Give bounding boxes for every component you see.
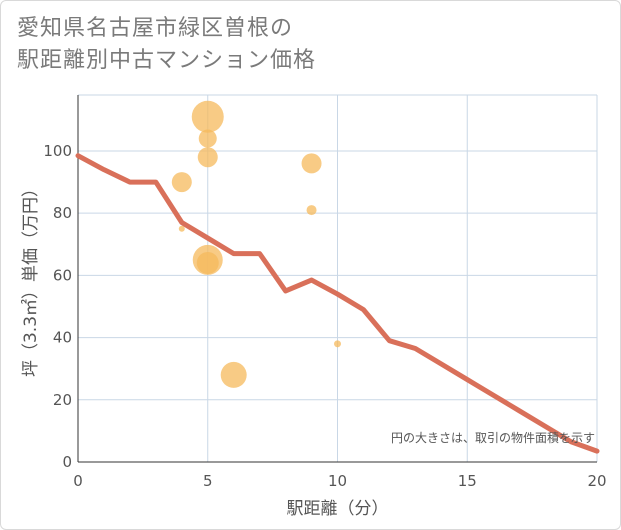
y-tick-label-0: 0 [62,453,72,471]
y-axis-label: 坪（3.3㎡）単価（万円） [21,180,41,377]
bubble-point-10 [306,205,317,216]
x-axis-label: 駅距離（分） [287,499,389,519]
y-tick-label-60: 60 [53,266,72,284]
tick-labels: 0 5 10 15 20 0 20 40 60 80 100 [43,142,606,490]
y-tick-label-20: 20 [53,391,72,409]
chart-title-line1: 愛知県名古屋市緑区曽根の [17,16,294,41]
x-tick-label-15: 15 [458,472,477,490]
bubble-size-note: 円の大きさは、取引の物件面積を示す [391,430,595,445]
bubble-point-5 [178,225,185,232]
bubble-point-7 [196,251,219,274]
x-tick-label-20: 20 [587,472,606,490]
bubble-series [171,100,341,388]
y-tick-label-80: 80 [53,204,72,222]
bubble-point-2 [198,129,217,148]
y-tick-label-100: 100 [43,142,72,160]
grid-lines [78,94,598,462]
chart-title: 愛知県名古屋市緑区曽根の 駅距離別中古マンション価格 [17,13,316,77]
bubble-point-8 [220,361,247,388]
bubble-point-3 [197,147,218,168]
x-tick-label-10: 10 [328,472,347,490]
average-line-series [75,153,600,454]
average-line [75,153,600,454]
x-tick-label-5: 5 [203,472,213,490]
bubble-point-9 [301,153,322,174]
y-tick-label-40: 40 [53,329,72,347]
bubble-point-4 [171,172,192,193]
bubble-point-1 [191,100,224,133]
chart-title-line2: 駅距離別中古マンション価格 [17,48,317,73]
x-tick-label-0: 0 [73,472,83,490]
bubble-point-11 [334,340,341,348]
